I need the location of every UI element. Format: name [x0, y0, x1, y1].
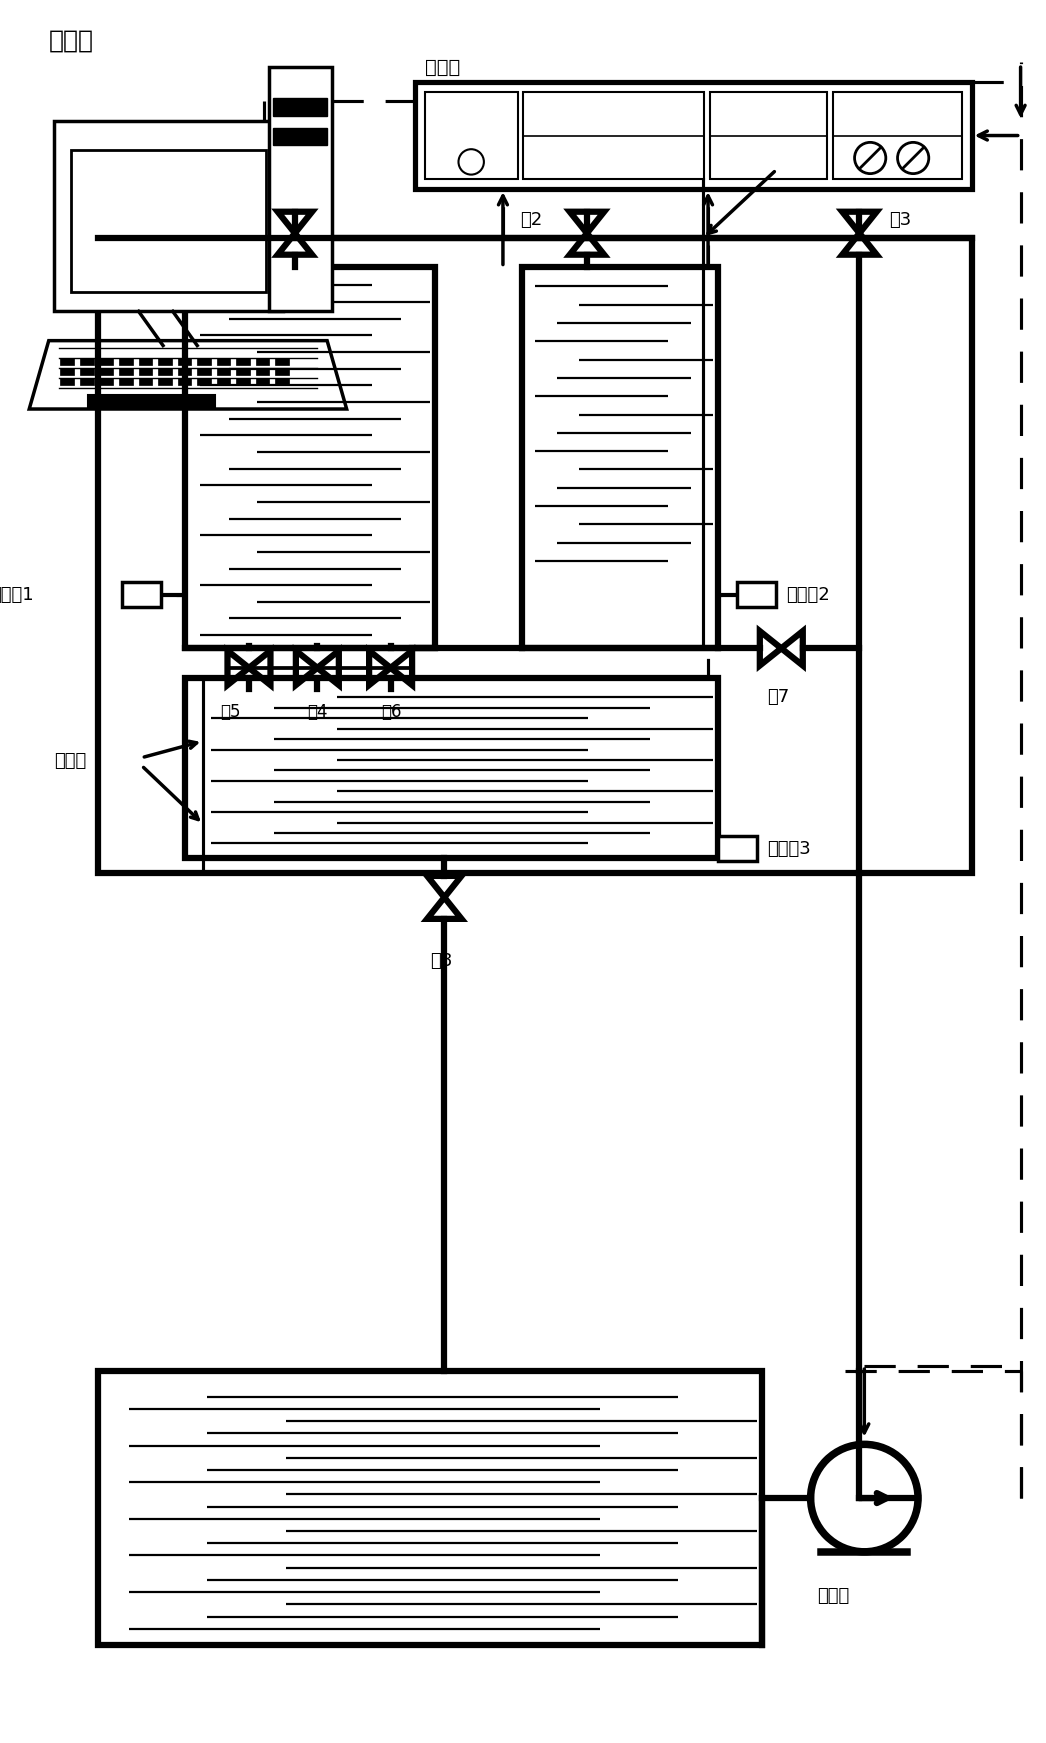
Bar [256, 378, 270, 385]
Text: 阀6: 阀6 [381, 702, 402, 720]
Text: 通讯器: 通讯器 [425, 58, 460, 77]
Bar [275, 368, 289, 375]
Text: 阀5: 阀5 [220, 702, 241, 720]
Text: V: V [843, 105, 855, 122]
Bar [236, 368, 250, 375]
Bar [833, 92, 962, 180]
Bar [119, 359, 133, 364]
Text: 阀2: 阀2 [521, 211, 543, 230]
Text: SV: SV [757, 148, 779, 167]
Text: 阀1: 阀1 [228, 211, 251, 230]
Bar [236, 378, 250, 385]
Bar [522, 267, 718, 648]
Bar [119, 378, 133, 385]
Bar [119, 368, 133, 375]
Text: 阀3: 阀3 [889, 211, 911, 230]
Text: HL: HL [536, 148, 556, 167]
Bar [269, 68, 332, 312]
Bar [236, 359, 250, 364]
Text: 阀7: 阀7 [767, 688, 789, 706]
Bar [97, 239, 972, 873]
Bar [79, 359, 94, 364]
Bar [139, 359, 153, 364]
Bar [122, 582, 161, 607]
Bar [158, 368, 172, 375]
Text: 阀8: 阀8 [430, 952, 452, 969]
Text: 传感器3: 传感器3 [767, 840, 811, 858]
Bar [185, 267, 434, 648]
Bar [61, 378, 74, 385]
Bar [217, 378, 230, 385]
Text: 阀4: 阀4 [308, 702, 328, 720]
Bar [217, 368, 230, 375]
Bar [139, 368, 153, 375]
Bar [523, 92, 704, 180]
Bar [99, 359, 113, 364]
Bar [415, 82, 972, 190]
Text: PV: PV [758, 105, 779, 122]
Bar [256, 368, 270, 375]
Bar [275, 378, 289, 385]
Text: 溢流管: 溢流管 [53, 751, 86, 769]
Bar [256, 359, 270, 364]
Bar [88, 396, 214, 408]
Bar [158, 359, 172, 364]
Bar [61, 359, 74, 364]
Bar [53, 120, 283, 312]
Bar [718, 837, 757, 861]
Text: HL: HL [536, 105, 556, 122]
Text: f: f [468, 113, 475, 131]
Bar [61, 368, 74, 375]
Text: 变频泵: 变频泵 [817, 1586, 849, 1605]
Text: 传感器1: 传感器1 [0, 586, 33, 603]
Bar [217, 359, 230, 364]
Text: 溢流管: 溢流管 [781, 148, 814, 166]
Text: A: A [843, 148, 855, 167]
Bar [158, 378, 172, 385]
Bar [79, 368, 94, 375]
Bar [97, 1372, 761, 1645]
Bar [71, 150, 266, 291]
Bar [178, 359, 191, 364]
Bar [273, 98, 327, 117]
Text: 上位机: 上位机 [49, 28, 94, 52]
Bar [710, 92, 827, 180]
Bar [198, 378, 211, 385]
Bar [275, 359, 289, 364]
Bar [425, 92, 518, 180]
Bar [273, 127, 327, 145]
Bar [99, 368, 113, 375]
Bar [198, 368, 211, 375]
Bar [79, 378, 94, 385]
Bar [178, 378, 191, 385]
Text: 传感器2: 传感器2 [787, 586, 829, 603]
Bar [178, 368, 191, 375]
Bar [99, 378, 113, 385]
Bar [198, 359, 211, 364]
Bar [139, 378, 153, 385]
Bar [185, 678, 718, 858]
Bar [737, 582, 776, 607]
